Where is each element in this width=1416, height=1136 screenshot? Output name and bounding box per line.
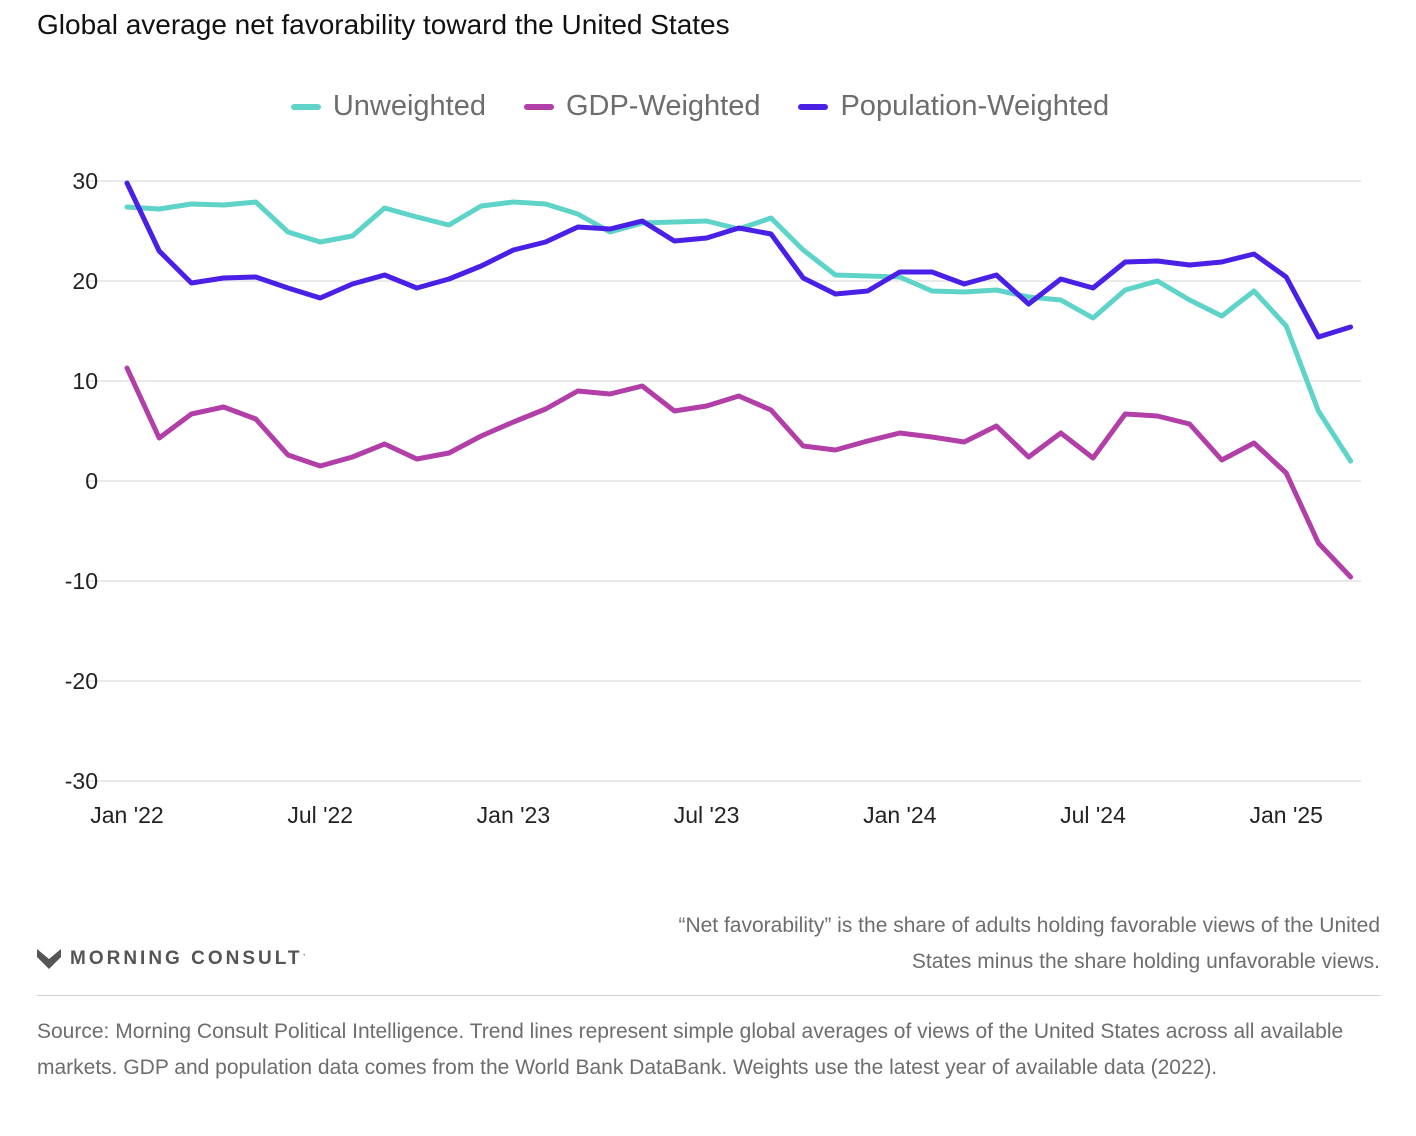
net-favorability-note: “Net favorability” is the share of adult… — [678, 914, 1380, 973]
logo-text: MORNING CONSULT — [70, 948, 303, 969]
legend-label-gdp-weighted: GDP-Weighted — [565, 90, 761, 122]
chart-legend: Unweighted GDP-Weighted Population-Weigh… — [0, 90, 1408, 123]
x-tick-label: Jan '24 — [863, 802, 937, 828]
y-tick-label: 10 — [72, 368, 98, 394]
series-line-unweighted — [124, 199, 1354, 464]
line-chart: 30 20 10 0 -10 -20 -30 Jan '22 Jul '22 Jan '23 Jul… — [65, 168, 1361, 828]
legend-item-population-weighted: Population-Weighted — [798, 90, 1109, 123]
y-tick-label: -30 — [65, 768, 98, 794]
chart-title: Global average net favorability toward t… — [37, 9, 730, 40]
y-tick-label: 20 — [72, 268, 98, 294]
legend-swatch-unweighted — [290, 103, 321, 110]
legend-label-population-weighted: Population-Weighted — [840, 90, 1110, 122]
y-tick-label: -20 — [65, 668, 98, 694]
footer-divider — [37, 995, 1381, 996]
source-note: Source: Morning Consult Political Intell… — [37, 1020, 1344, 1079]
logo-mark: ˋ — [302, 953, 307, 965]
x-tick-label: Jan '25 — [1249, 802, 1322, 828]
legend-swatch-gdp-weighted — [523, 103, 554, 110]
morning-consult-logo: MORNING CONSULT ˋ — [37, 948, 306, 970]
legend-label-unweighted: Unweighted — [332, 90, 486, 122]
series-line-gdp-weighted — [124, 365, 1354, 580]
legend-item-unweighted: Unweighted — [290, 90, 486, 123]
x-tick-label: Jul '23 — [674, 802, 740, 828]
y-tick-label: 0 — [85, 468, 98, 494]
series-line-population-weighted — [124, 180, 1354, 340]
legend-swatch-population-weighted — [798, 103, 829, 110]
x-tick-label: Jan '23 — [477, 802, 550, 828]
y-tick-label: 30 — [72, 168, 98, 194]
x-tick-label: Jan '22 — [90, 802, 163, 828]
x-tick-label: Jul '22 — [287, 802, 353, 828]
y-tick-label: -10 — [65, 568, 98, 594]
x-tick-label: Jul '24 — [1060, 802, 1126, 828]
legend-item-gdp-weighted: GDP-Weighted — [523, 90, 761, 123]
morning-consult-m-icon — [37, 949, 61, 969]
